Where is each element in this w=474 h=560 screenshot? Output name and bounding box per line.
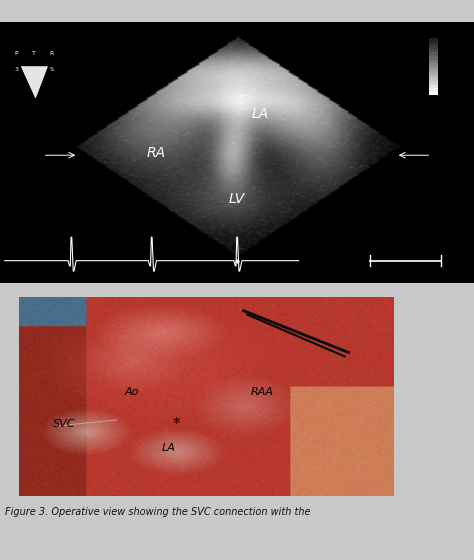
Bar (429, 52, 438, 56)
Text: RAA: RAA (251, 387, 274, 397)
Bar (429, 49, 438, 52)
Text: RA: RA (147, 146, 166, 160)
Text: SVC: SVC (53, 419, 75, 429)
Bar (429, 70, 438, 74)
Bar (429, 88, 438, 92)
Text: LV: LV (229, 193, 245, 207)
Bar (429, 56, 438, 59)
Bar (429, 59, 438, 63)
Text: T: T (32, 51, 36, 56)
Bar (429, 38, 438, 41)
Text: LA: LA (252, 106, 269, 120)
Text: S: S (49, 67, 53, 72)
Text: LA: LA (162, 443, 176, 453)
Bar (429, 41, 438, 45)
Bar (429, 63, 438, 67)
Text: Ao: Ao (124, 387, 138, 397)
Text: 3: 3 (15, 67, 18, 72)
Polygon shape (21, 67, 47, 98)
Bar (429, 81, 438, 85)
Text: P: P (15, 51, 18, 56)
Text: R: R (49, 51, 53, 56)
Text: Figure 3. Operative view showing the SVC connection with the: Figure 3. Operative view showing the SVC… (5, 507, 310, 517)
Bar (429, 85, 438, 88)
Bar (429, 45, 438, 49)
Bar (429, 74, 438, 77)
Bar (429, 77, 438, 81)
Bar (429, 92, 438, 95)
Text: *: * (173, 417, 180, 432)
Bar (429, 67, 438, 70)
